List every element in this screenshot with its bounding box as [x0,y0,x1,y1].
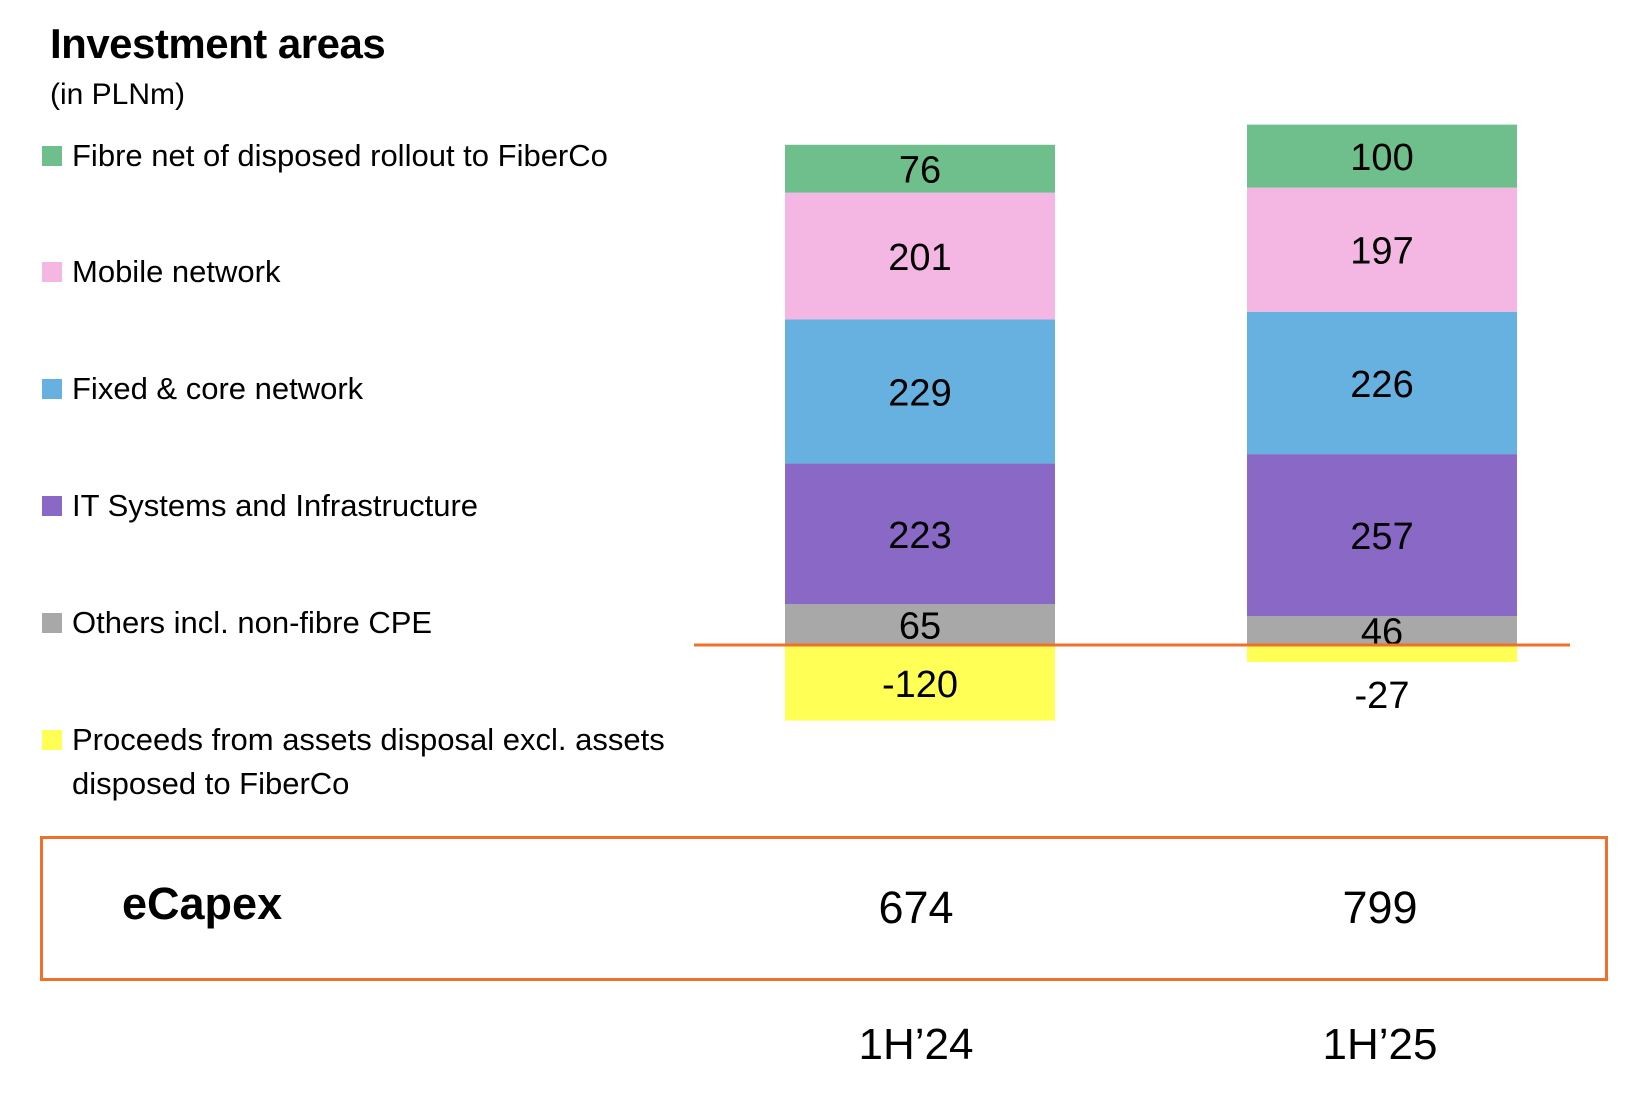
data-label-proceeds-0: -120 [882,664,958,706]
data-label-it-0: 223 [888,515,951,557]
x-tick-label-1h25: 1H’25 [1322,1020,1438,1069]
data-label-fixed-1: 226 [1350,364,1413,406]
legend-item-others: Others incl. non-fibre CPE [42,601,432,645]
chart-title: Investment areas [50,20,386,67]
legend-swatch-fibre [42,146,62,166]
data-label-it-1: 257 [1350,516,1413,558]
legend-label-proceeds: Proceeds from assets disposal excl. asse… [72,722,665,801]
bar-segment-it-1 [1247,454,1517,617]
bar-segment-proceeds-0 [785,645,1055,721]
legend-label-fixed: Fixed & core network [72,371,364,406]
data-label-fibre-0: 76 [899,150,941,192]
legend-swatch-it [42,496,62,516]
legend-label-others: Others incl. non-fibre CPE [72,605,433,640]
legend-label-fibre: Fibre net of disposed rollout to FiberCo [72,138,608,173]
data-label-fixed-0: 229 [888,372,951,414]
chart-subtitle: (in PLNm) [50,78,186,111]
data-label-others-0: 65 [899,606,941,648]
x-tick-label-1h24: 1H’24 [858,1020,974,1069]
bar-segment-mobile-1 [1247,187,1517,312]
legend-swatch-mobile [42,262,62,282]
legend-item-fibre: Fibre net of disposed rollout to FiberCo [42,134,608,178]
ecapex-value-1h24: 674 [878,882,954,933]
bar-segment-fixed-0 [785,319,1055,464]
bar-segment-proceeds-1 [1247,645,1517,663]
ecapex-value-1h25: 799 [1342,882,1418,933]
ecapex-row-box [40,836,1608,981]
bar-segment-others-0 [785,604,1055,645]
data-label-mobile-1: 197 [1350,231,1413,273]
legend-label-mobile: Mobile network [72,254,281,289]
legend-item-mobile: Mobile network [42,250,280,294]
legend-swatch-proceeds [42,730,62,750]
bar-segment-fibre-1 [1247,124,1517,188]
bar-segment-it-0 [785,463,1055,605]
legend-item-proceeds: Proceeds from assets disposal excl. asse… [42,718,672,806]
bar-segment-mobile-0 [785,192,1055,320]
data-label-fibre-1: 100 [1350,137,1413,179]
bar-segment-fibre-0 [785,144,1055,193]
data-label-proceeds-1: -27 [1355,675,1410,717]
legend-swatch-fixed [42,379,62,399]
legend-item-fixed: Fixed & core network [42,367,363,411]
bar-segment-others-1 [1247,616,1517,645]
legend-label-it: IT Systems and Infrastructure [72,488,479,523]
bar-segment-fixed-1 [1247,311,1517,455]
legend-swatch-others [42,613,62,633]
ecapex-label: eCapex [122,878,283,929]
data-label-mobile-0: 201 [888,237,951,279]
legend-item-it: IT Systems and Infrastructure [42,484,478,528]
